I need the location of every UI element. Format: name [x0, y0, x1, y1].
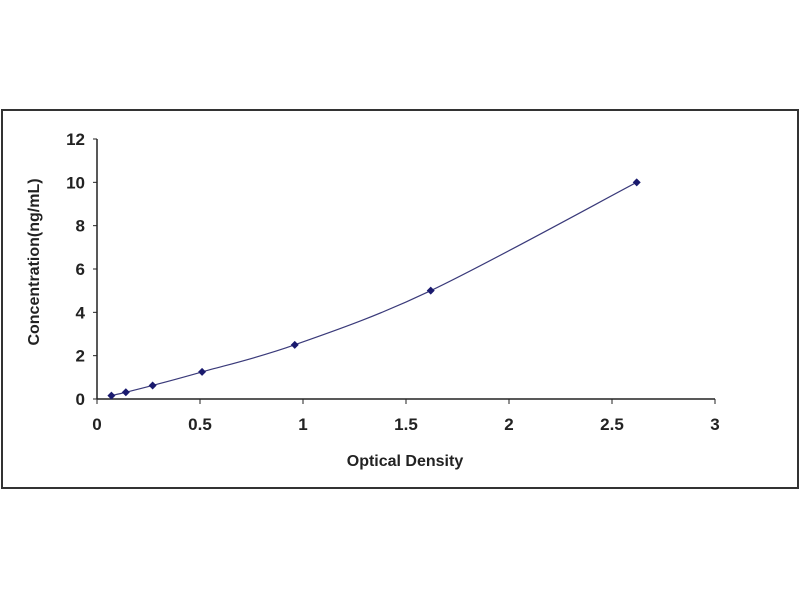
data-point	[107, 391, 116, 400]
data-point	[426, 286, 435, 295]
data-point	[121, 388, 130, 397]
x-axis-label: Optical Density	[347, 453, 464, 470]
x-tick-label: 1	[298, 415, 307, 434]
y-tick-label: 6	[76, 260, 85, 279]
y-tick-label: 2	[76, 347, 85, 366]
x-tick-label: 1.5	[394, 415, 418, 434]
data-point	[632, 178, 641, 187]
trend-curve	[111, 181, 637, 397]
y-tick-label: 10	[66, 173, 85, 192]
chart-frame	[1, 109, 799, 489]
data-point	[290, 340, 299, 349]
x-tick-label: 3	[710, 415, 719, 434]
y-tick-label: 0	[76, 390, 85, 409]
data-point	[148, 381, 157, 390]
data-point	[198, 367, 207, 376]
x-tick-label: 2	[504, 415, 513, 434]
y-tick-label: 12	[66, 130, 85, 149]
x-tick-label: 0	[92, 415, 101, 434]
y-tick-label: 8	[76, 217, 85, 236]
y-axis-label: Concentration(ng/mL)	[26, 178, 43, 345]
y-tick-label: 4	[76, 303, 86, 322]
x-tick-label: 0.5	[188, 415, 212, 434]
x-tick-label: 2.5	[600, 415, 624, 434]
